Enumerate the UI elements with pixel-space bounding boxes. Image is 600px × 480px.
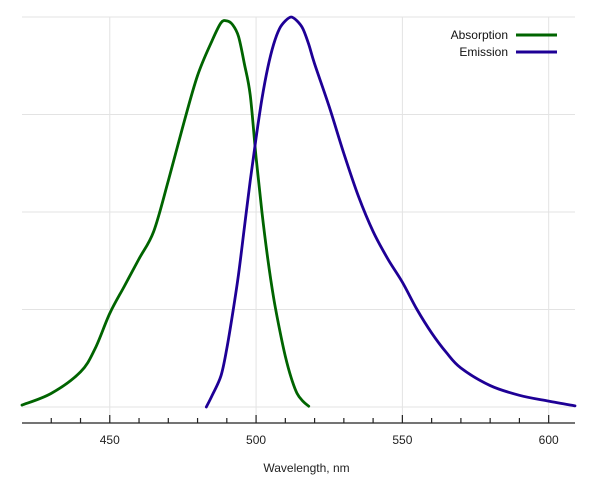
x-tick-label: 550 [392, 433, 412, 447]
legend-label-emission: Emission [459, 45, 508, 59]
legend-label-absorption: Absorption [451, 28, 508, 42]
series-line-absorption [20, 19, 311, 408]
x-axis-title: Wavelength, nm [263, 461, 349, 475]
series-line-emission [204, 15, 577, 409]
x-tick-label: 450 [100, 433, 120, 447]
x-axis: 450 500 550 600 [22, 415, 575, 447]
grid [22, 16, 575, 423]
series-lines [20, 15, 577, 409]
x-tick-label: 500 [246, 433, 266, 447]
legend: Absorption Emission [451, 28, 557, 59]
x-tick-label: 600 [539, 433, 559, 447]
